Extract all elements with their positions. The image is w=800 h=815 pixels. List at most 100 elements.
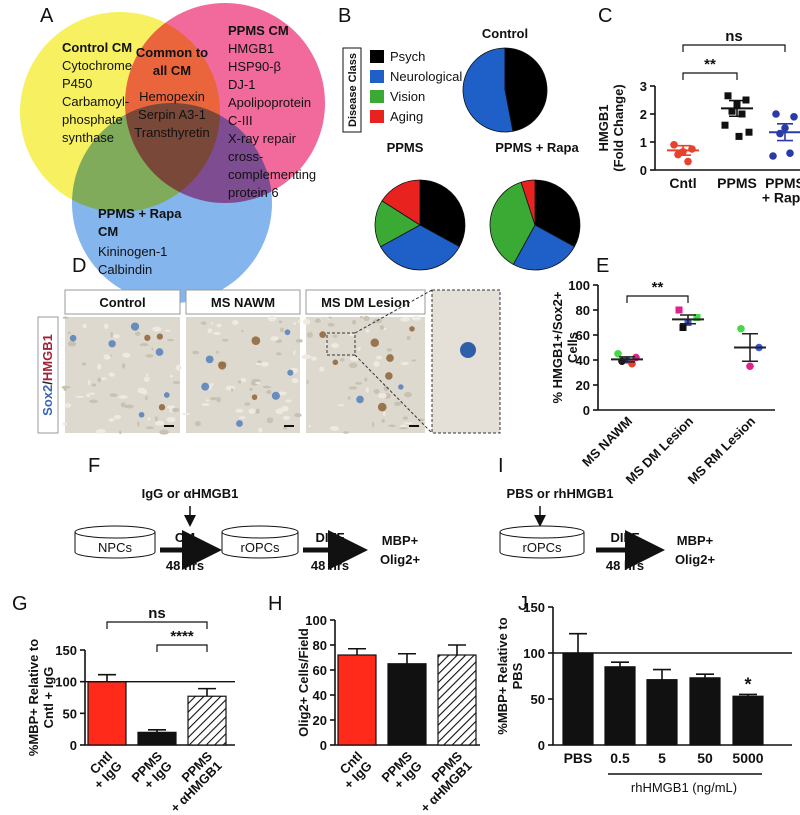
legend-label: Aging xyxy=(390,109,423,124)
x-tick-label: 0.5 xyxy=(610,750,630,766)
y-axis-label: %MBP+ Relative toCntl + IgG xyxy=(26,639,56,756)
legend-swatch xyxy=(370,90,384,103)
tissue-speck xyxy=(64,402,72,408)
tissue-speck xyxy=(355,382,363,385)
cell xyxy=(69,334,77,342)
step: CM xyxy=(175,530,195,545)
tissue-speck xyxy=(120,402,126,408)
tissue-speck xyxy=(109,393,118,397)
tissue-speck xyxy=(215,350,219,354)
y-tick-label: 150 xyxy=(55,643,77,658)
dish xyxy=(221,532,299,559)
tissue-speck xyxy=(192,350,200,355)
tissue-speck xyxy=(278,320,283,324)
tissue-speck xyxy=(306,331,313,338)
bar xyxy=(187,695,227,746)
tissue-speck xyxy=(293,322,297,326)
bar xyxy=(732,695,764,746)
panel-letter: C xyxy=(598,5,612,27)
significance-label: ns xyxy=(725,28,743,45)
tissue-speck xyxy=(210,322,214,325)
y-tick-label: 0 xyxy=(320,738,327,753)
tissue-speck xyxy=(67,340,77,347)
tissue-speck xyxy=(147,417,151,421)
tissue-speck xyxy=(108,418,115,422)
venn-item: X-ray repair xyxy=(228,131,297,146)
y-tick-label: 50 xyxy=(531,692,545,707)
cell xyxy=(163,392,170,398)
tissue-speck xyxy=(159,429,169,435)
x-tick-label: 5000 xyxy=(732,750,763,766)
tissue-speck xyxy=(61,385,71,389)
cell xyxy=(385,372,393,380)
tissue-speck xyxy=(365,329,370,333)
panel-letter: G xyxy=(12,593,28,615)
tissue-speck xyxy=(91,383,97,387)
error-bar xyxy=(729,99,745,118)
tissue-speck xyxy=(201,403,210,407)
venn-item: Hemopexin xyxy=(139,89,205,104)
tissue-speck xyxy=(164,329,171,332)
venn-item: HSP90-β xyxy=(228,59,281,74)
tissue-speck xyxy=(235,408,244,413)
readout: MBP+ xyxy=(677,533,714,548)
data-point xyxy=(684,157,692,166)
x-tick-label: PPMS+ IgG xyxy=(128,748,175,795)
x-axis-label: rhHMGB1 (ng/mL) xyxy=(631,780,737,795)
data-point xyxy=(728,107,736,115)
x-tick-label-line: 5 xyxy=(658,750,666,766)
tissue-speck xyxy=(283,426,288,430)
tissue-speck xyxy=(238,416,246,419)
step: DIFF xyxy=(611,530,640,545)
x-tick-label-line: Cntl xyxy=(669,175,696,191)
legend-title: Disease Class xyxy=(347,53,359,127)
significance-bracket xyxy=(626,295,689,303)
duration: 48 hrs xyxy=(311,558,349,573)
tissue-speck xyxy=(137,387,146,394)
bar xyxy=(437,654,477,746)
significance-bracket xyxy=(682,72,738,80)
error-bar xyxy=(619,356,635,363)
cell xyxy=(377,402,387,412)
data-point xyxy=(735,132,743,140)
tissue-speck xyxy=(62,316,69,319)
venn-item: Transthyretin xyxy=(134,125,209,140)
tissue-speck xyxy=(372,421,375,428)
tissue-speck xyxy=(118,430,122,435)
tissue-speck xyxy=(411,359,417,362)
tissue-speck xyxy=(144,376,150,382)
x-tick-label: PPMS+ IgG xyxy=(378,748,425,795)
panel-letter: B xyxy=(338,5,351,27)
data-point xyxy=(786,149,794,157)
tissue-speck xyxy=(207,328,213,333)
tissue-speck xyxy=(386,348,393,352)
x-tick-label: PPMS xyxy=(717,175,757,191)
data-point xyxy=(769,152,777,160)
tissue-speck xyxy=(114,414,122,420)
pie-slice xyxy=(520,179,536,226)
error-bar xyxy=(653,668,671,680)
tissue-speck xyxy=(118,395,128,399)
error-bar xyxy=(448,644,466,655)
tissue-speck xyxy=(294,412,302,418)
y-tick-label: 50 xyxy=(63,706,77,721)
x-tick-label-line: PBS xyxy=(564,750,593,766)
significance-label: ns xyxy=(148,605,166,622)
significance-label: ** xyxy=(704,56,716,73)
y-tick-label: 0 xyxy=(583,403,590,418)
tissue-speck xyxy=(145,395,148,401)
tissue-speck xyxy=(319,366,325,372)
y-tick-label: 3 xyxy=(640,79,647,94)
tissue-speck xyxy=(349,333,356,337)
cell xyxy=(284,329,291,336)
panel-letter: A xyxy=(40,5,54,27)
tissue-speck xyxy=(328,316,333,320)
tissue-speck xyxy=(216,323,222,328)
data-point xyxy=(670,141,678,149)
tissue-speck xyxy=(122,352,131,358)
micrograph-title: Control xyxy=(99,295,145,310)
error-bar xyxy=(680,314,696,325)
tissue-speck xyxy=(357,347,361,351)
data-point xyxy=(679,324,687,331)
